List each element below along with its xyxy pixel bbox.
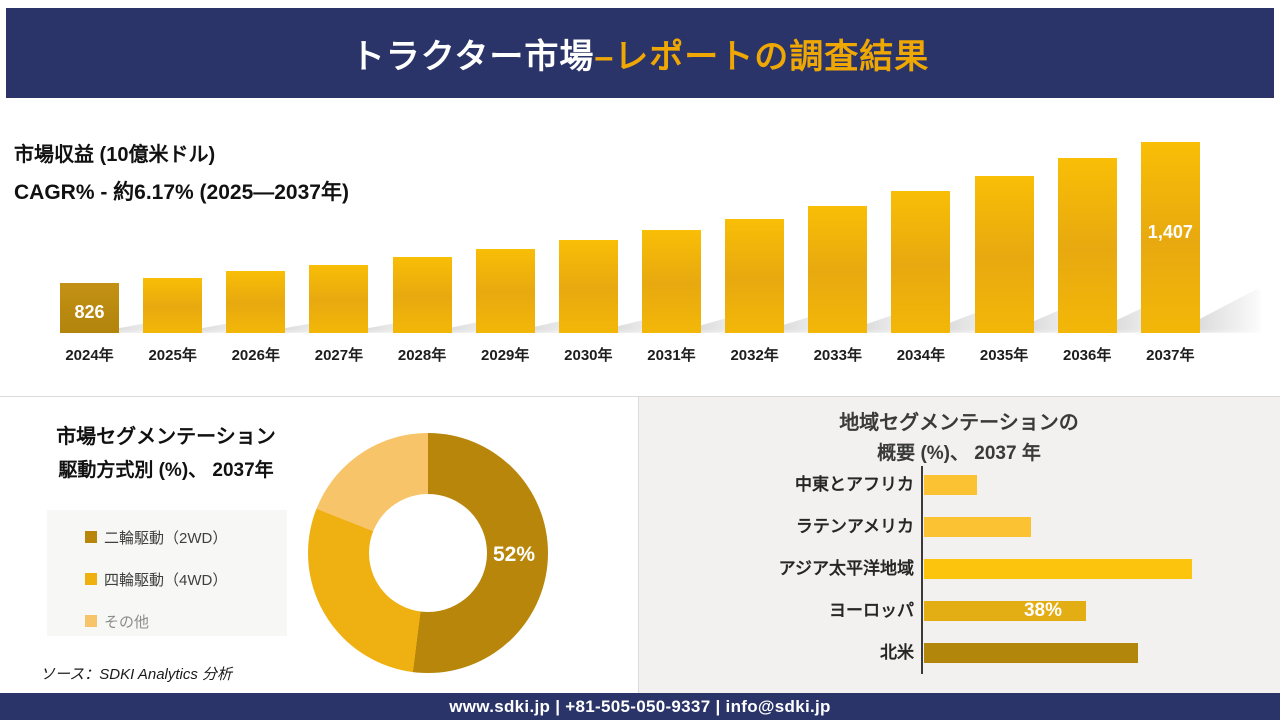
legend-item: 二輪駆動（2WD） xyxy=(85,523,227,551)
bar-value-label: 1,407 xyxy=(1147,222,1193,242)
revenue-bar xyxy=(1057,158,1117,333)
legend-swatch-icon xyxy=(85,573,97,585)
year-axis-label: 2027年 xyxy=(314,347,364,364)
revenue-bar xyxy=(641,230,701,333)
legend-swatch-icon xyxy=(85,531,97,543)
legend-label: 四輪駆動（4WD） xyxy=(104,571,228,589)
region-label: 中東とアフリカ xyxy=(795,475,914,494)
revenue-bar-group: 2029年 xyxy=(475,142,596,364)
year-axis-label: 2032年 xyxy=(730,347,779,364)
region-bar xyxy=(924,559,1192,579)
year-axis-label: 2035年 xyxy=(979,347,1029,364)
revenue-chart-title: 市場収益 (10億米ドル) xyxy=(14,144,216,166)
regional-axis-line xyxy=(921,466,923,674)
revenue-bar xyxy=(558,240,618,333)
revenue-bar-group: 826 2024年 xyxy=(60,142,180,364)
year-axis-label: 2034年 xyxy=(896,347,946,364)
year-axis-label: 2030年 xyxy=(564,347,613,364)
revenue-bar: 1,407 xyxy=(1140,142,1200,333)
revenue-bar xyxy=(891,191,951,333)
year-axis-label: 2029年 xyxy=(481,347,530,364)
revenue-bar-group: 1,407 2037年 xyxy=(1140,142,1261,364)
revenue-bar xyxy=(226,271,286,333)
region-bar xyxy=(924,517,1031,537)
legend-item: その他 xyxy=(85,607,149,635)
segmentation-donut-chart: 52% xyxy=(308,433,548,673)
revenue-bar xyxy=(392,257,452,333)
revenue-bar xyxy=(309,265,369,333)
revenue-bar-group: 2025年 xyxy=(143,142,264,364)
revenue-bar xyxy=(808,206,868,333)
bar-value-label: 826 xyxy=(74,302,105,322)
revenue-bar-group: 2034年 xyxy=(891,142,1012,364)
revenue-bar-group: 2036年 xyxy=(1057,142,1178,364)
segmentation-title-line1: 市場セグメンテーション xyxy=(56,426,276,448)
regional-title-line1: 地域セグメンテーションの xyxy=(839,412,1079,434)
donut-hole xyxy=(369,494,487,612)
report-header: トラクター市場 –レポートの調査結果 xyxy=(6,8,1274,98)
year-axis-label: 2037年 xyxy=(1146,347,1195,364)
revenue-bar xyxy=(143,278,203,333)
revenue-bar-group: 2033年 xyxy=(808,142,929,364)
region-label: ヨーロッパ xyxy=(829,601,914,620)
region-bar xyxy=(924,643,1138,663)
segmentation-title-line2: 駆動方式別 (%)、 2037年 xyxy=(58,460,274,481)
revenue-bar-group: 2030年 xyxy=(558,142,679,364)
report-title-accent: –レポートの調査結果 xyxy=(594,37,930,76)
source-note: ソース：SDKI Analytics 分析 xyxy=(40,666,233,683)
revenue-bar xyxy=(725,219,785,333)
year-axis-label: 2028年 xyxy=(397,347,447,364)
revenue-bar-group: 2026年 xyxy=(226,142,347,364)
year-axis-label: 2024年 xyxy=(65,347,114,364)
report-title-main: トラクター市場 xyxy=(350,37,595,76)
revenue-bar-group: 2032年 xyxy=(725,142,846,364)
revenue-bar-group: 2035年 xyxy=(974,142,1095,364)
year-axis-label: 2026年 xyxy=(231,347,280,364)
region-label: アジア太平洋地域 xyxy=(778,559,914,578)
legend-label: その他 xyxy=(104,613,150,631)
segmentation-legend: 二輪駆動（2WD） 四輪駆動（4WD） その他 xyxy=(47,510,287,636)
section-divider xyxy=(0,396,1280,397)
regional-title-line2: 概要 (%)、 2037 年 xyxy=(877,443,1041,464)
legend-label: 二輪駆動（2WD） xyxy=(104,529,228,547)
revenue-bar xyxy=(475,249,535,333)
year-axis-label: 2036年 xyxy=(1063,347,1112,364)
footer-bar: www.sdki.jp | +81-505-050-9337 | info@sd… xyxy=(0,693,1280,720)
region-bar xyxy=(924,475,977,495)
revenue-bar-group: 2028年 xyxy=(392,142,513,364)
region-label: ラテンアメリカ xyxy=(795,517,914,536)
region-label: 北米 xyxy=(880,643,914,662)
legend-swatch-icon xyxy=(85,615,97,627)
year-axis-label: 2033年 xyxy=(813,347,862,364)
revenue-bar: 826 xyxy=(60,283,119,333)
revenue-bar xyxy=(974,176,1034,333)
year-axis-label: 2025年 xyxy=(148,347,197,364)
revenue-bar-group: 2027年 xyxy=(309,142,430,364)
revenue-bar-chart: 826 2024年 2025年 2026年 2027年 2028年 2029年 2030年 20… xyxy=(60,142,1261,364)
donut-slice-label: 52% xyxy=(492,543,536,566)
legend-item: 四輪駆動（4WD） xyxy=(85,565,227,593)
revenue-bar-group: 2031年 xyxy=(641,142,762,364)
year-axis-label: 2031年 xyxy=(647,347,696,364)
revenue-chart-cagr: CAGR% - 約6.17% (2025―2037年) xyxy=(14,181,349,204)
footer-contact-text: www.sdki.jp | +81-505-050-9337 | info@sd… xyxy=(449,696,831,716)
region-bar: 38% xyxy=(924,601,1086,621)
